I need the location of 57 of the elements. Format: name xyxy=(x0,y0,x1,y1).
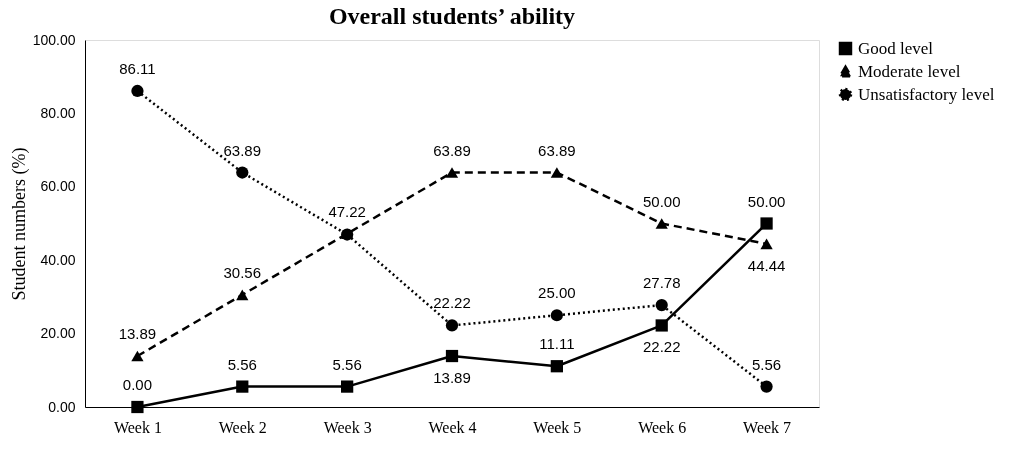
point xyxy=(131,350,144,362)
data-label: 27.78 xyxy=(642,274,681,292)
point xyxy=(236,166,249,179)
legend-label: Moderate level xyxy=(858,61,961,81)
chart-title: Overall students’ ability xyxy=(328,3,576,29)
x-tick-label: Week 1 xyxy=(113,418,162,436)
point xyxy=(760,217,773,230)
x-tick-label: Week 7 xyxy=(743,418,792,436)
point xyxy=(445,319,459,332)
point xyxy=(760,380,773,393)
data-label: 13.89 xyxy=(118,325,157,343)
data-label: 13.89 xyxy=(433,369,471,387)
legend-label: Good level xyxy=(858,38,934,58)
point xyxy=(550,167,563,178)
data-label: 22.22 xyxy=(433,294,471,312)
x-tick-label: Week 2 xyxy=(218,418,267,436)
data-label: 22.22 xyxy=(642,338,681,356)
y-tick-label: 100.00 xyxy=(32,31,76,48)
y-axis-title: Student numbers (%) xyxy=(8,147,30,301)
data-label: 47.22 xyxy=(328,202,366,220)
data-label: 63.89 xyxy=(538,141,576,159)
point xyxy=(131,84,144,98)
point xyxy=(236,380,249,393)
legend-label: Unsatisfactory level xyxy=(858,84,995,104)
point xyxy=(341,380,354,393)
point xyxy=(655,218,668,229)
point xyxy=(550,309,563,322)
point xyxy=(236,289,249,301)
data-label: 86.11 xyxy=(119,59,156,77)
data-label: 5.56 xyxy=(227,355,257,373)
x-tick-label: Week 4 xyxy=(428,418,477,436)
y-tick-label: 20.00 xyxy=(40,325,76,342)
x-tick-label: Week 6 xyxy=(638,418,687,436)
data-label: 50.00 xyxy=(642,192,681,210)
x-tick-label: Week 5 xyxy=(533,418,582,436)
data-label: 5.56 xyxy=(751,355,782,373)
y-tick-label: 0.00 xyxy=(48,398,76,415)
y-tick-label: 80.00 xyxy=(40,104,76,121)
y-tick-label: 60.00 xyxy=(40,178,76,195)
point xyxy=(445,167,459,178)
data-label: 63.89 xyxy=(433,141,471,159)
data-label: 11.11 xyxy=(539,335,575,353)
data-label: 44.44 xyxy=(747,256,786,274)
data-label: 25.00 xyxy=(538,284,576,302)
data-label: 30.56 xyxy=(223,263,262,281)
point xyxy=(760,238,773,250)
point xyxy=(655,319,668,332)
point xyxy=(131,400,144,414)
data-label: 0.00 xyxy=(122,376,153,393)
point xyxy=(655,298,668,312)
data-label: 50.00 xyxy=(747,192,786,210)
point xyxy=(550,360,563,373)
data-label: 63.89 xyxy=(223,141,262,159)
data-label: 5.56 xyxy=(332,355,362,373)
x-tick-label: Week 3 xyxy=(323,418,372,436)
point xyxy=(445,349,459,363)
y-tick-label: 40.00 xyxy=(40,251,76,268)
